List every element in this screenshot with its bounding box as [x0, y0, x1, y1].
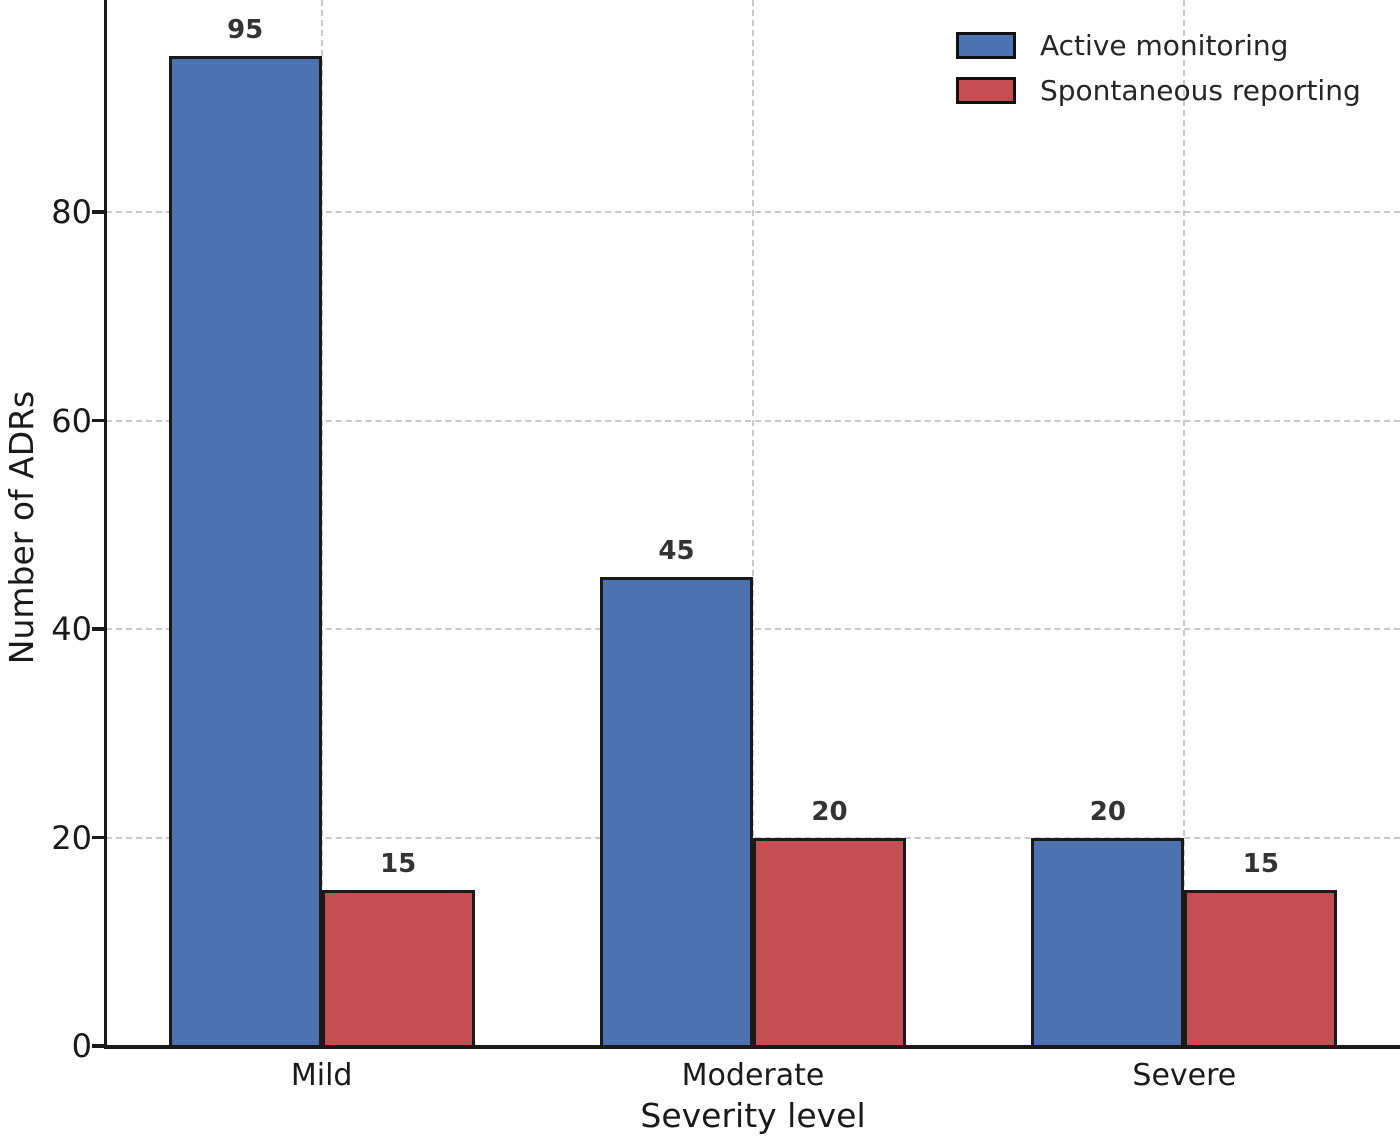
bar-active-monitoring-moderate: [600, 576, 753, 1048]
bar-spontaneous-reporting-moderate: [753, 837, 906, 1048]
bar-active-monitoring-severe: [1031, 837, 1185, 1048]
legend-label: Spontaneous reporting: [1040, 73, 1361, 107]
bar-value-label: 15: [380, 848, 417, 879]
y-tick-mark: [92, 627, 105, 631]
bar-value-label: 45: [658, 535, 695, 566]
y-tick-label: 20: [51, 818, 92, 857]
y-tick-mark: [92, 210, 105, 214]
x-axis-title: Severity level: [640, 1096, 866, 1135]
vertical-gridline: [1183, 0, 1186, 1046]
x-category-label: Mild: [290, 1058, 353, 1093]
legend-swatch-spontaneous-reporting-icon: [956, 76, 1016, 104]
bar-value-label: 95: [227, 14, 264, 45]
y-axis-title: Number of ADRs: [2, 390, 42, 664]
x-category-label: Moderate: [681, 1058, 825, 1093]
y-tick-mark: [92, 418, 105, 423]
y-tick-label: 60: [51, 401, 92, 440]
bar-spontaneous-reporting-severe: [1184, 889, 1338, 1048]
legend-entry-active-monitoring: Active monitoring: [956, 27, 1361, 63]
y-tick-label: 0: [71, 1027, 92, 1065]
legend-swatch-active-monitoring-icon: [956, 31, 1016, 59]
bar-value-label: 20: [811, 796, 848, 827]
y-tick-label: 80: [51, 193, 92, 231]
y-tick-label: 40: [51, 610, 92, 648]
bar-value-label: 20: [1089, 796, 1126, 827]
y-tick-mark: [92, 835, 105, 840]
bar-active-monitoring-mild: [168, 55, 322, 1048]
legend-label: Active monitoring: [1040, 28, 1289, 62]
y-tick-mark: [92, 1044, 105, 1048]
y-axis-spine: [104, 0, 107, 1048]
vertical-gridline: [752, 0, 754, 1046]
bar-spontaneous-reporting-mild: [321, 889, 475, 1048]
x-category-label: Severe: [1132, 1058, 1237, 1093]
vertical-gridline: [320, 0, 323, 1046]
x-axis-spine: [104, 1045, 1400, 1049]
bar-value-label: 15: [1242, 848, 1279, 879]
legend-entry-spontaneous-reporting: Spontaneous reporting: [956, 72, 1361, 108]
legend: Active monitoring Spontaneous reporting: [956, 27, 1361, 108]
